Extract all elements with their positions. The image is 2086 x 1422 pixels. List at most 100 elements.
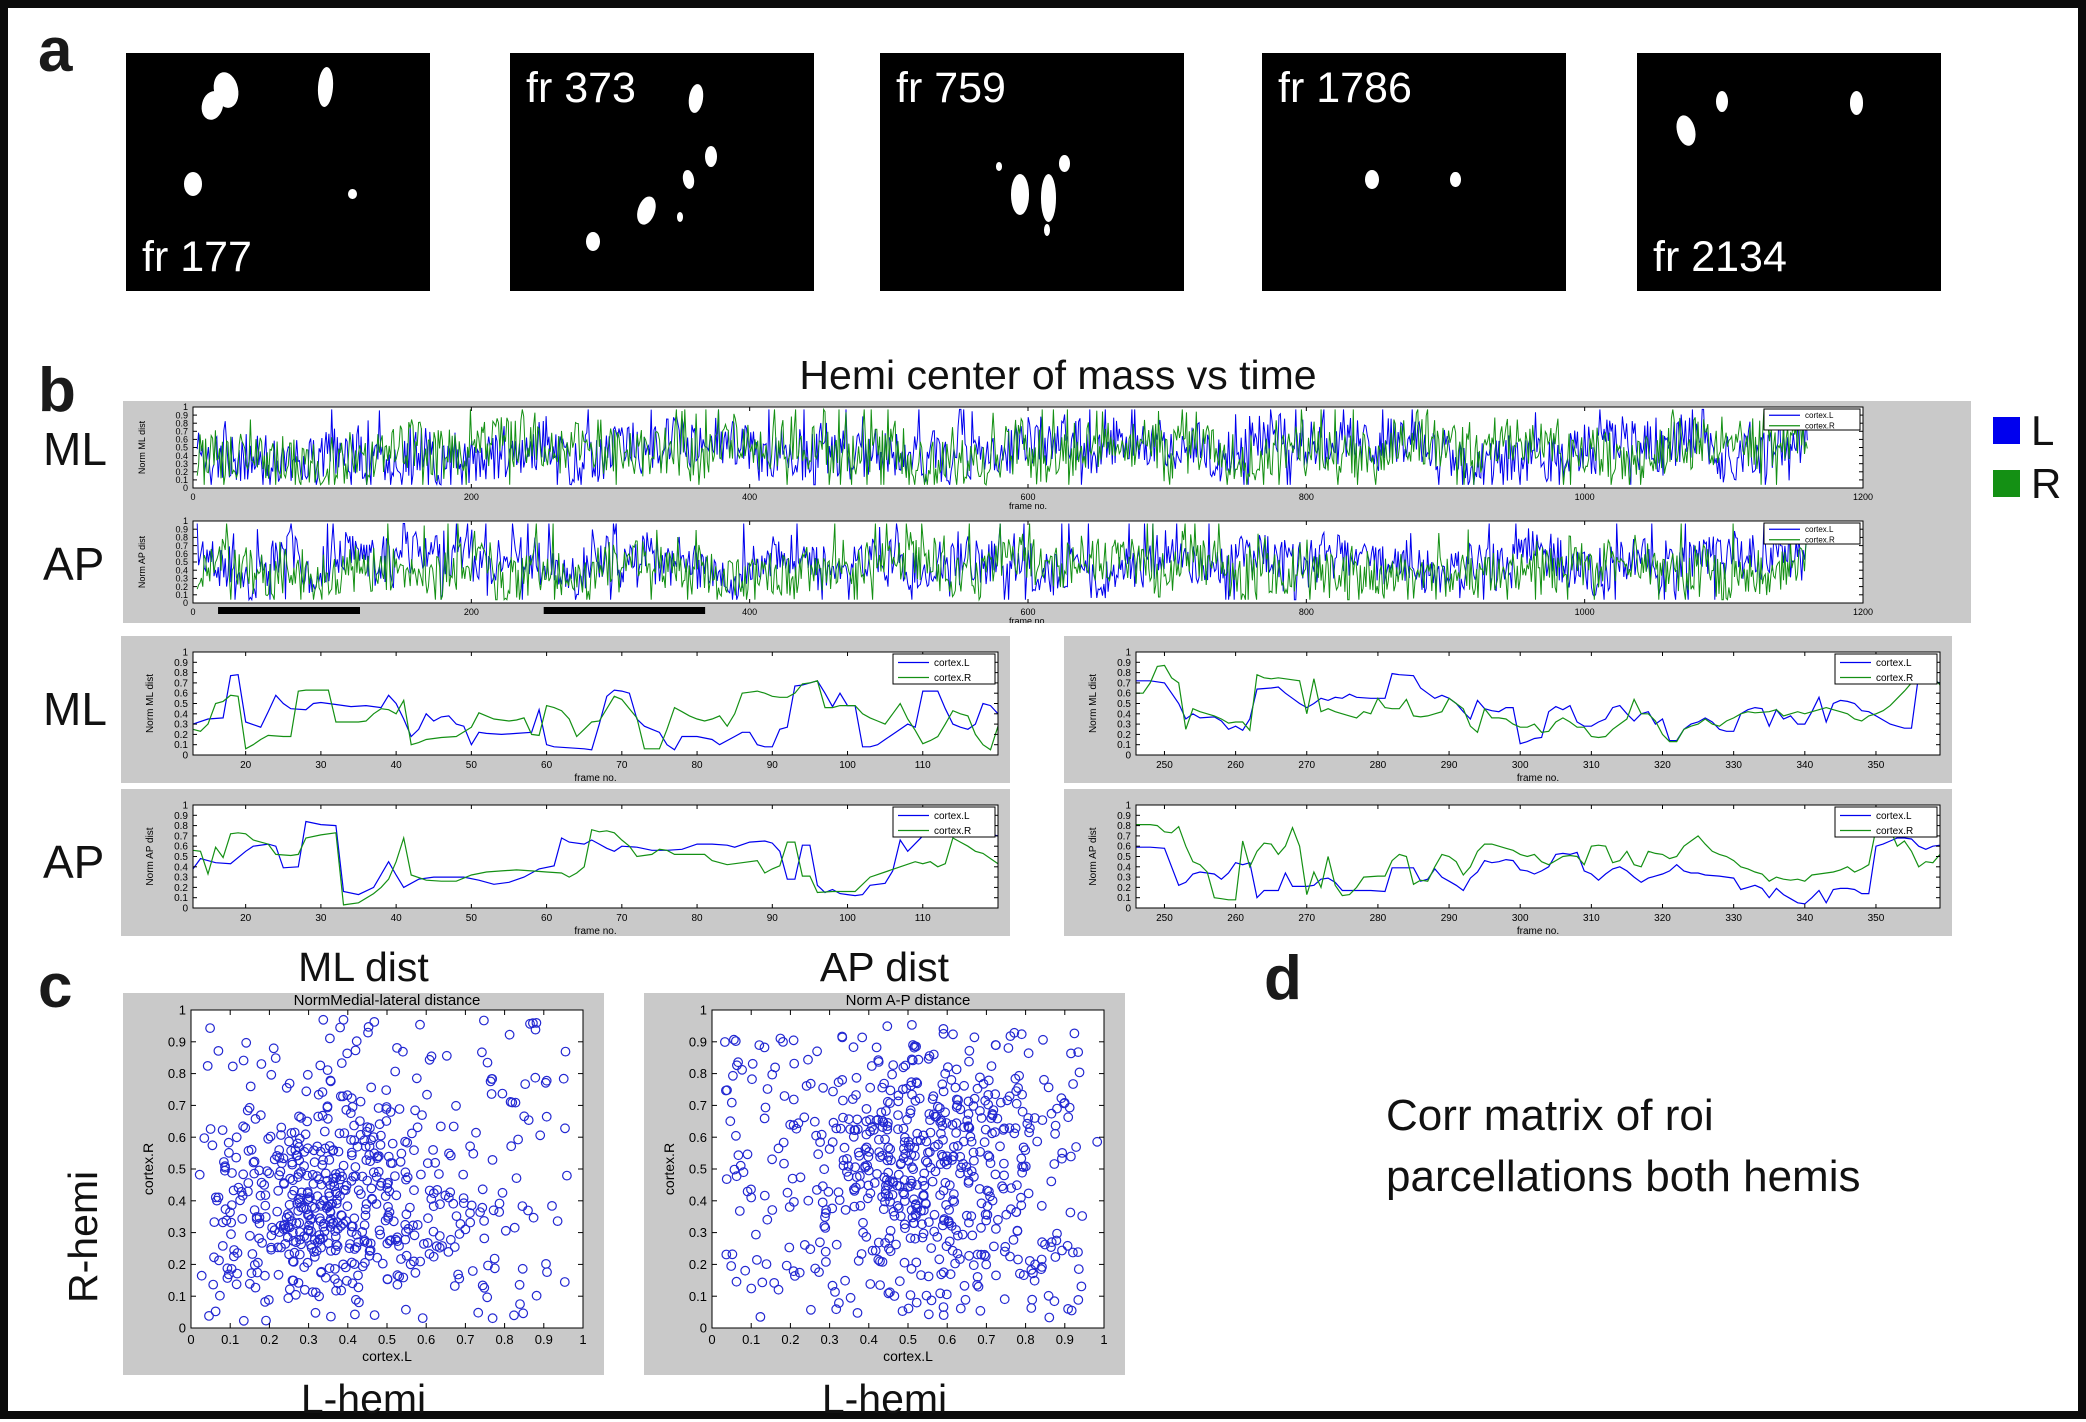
chart-hemi-ap: 0 200 400 600 800 1000 1200 00.10.20.30.40.50.6… [137, 516, 1873, 623]
series-group [1136, 823, 1941, 905]
svg-text:250: 250 [1156, 760, 1173, 771]
svg-text:0.7: 0.7 [456, 1332, 474, 1347]
svg-text:0.3: 0.3 [174, 873, 188, 884]
svg-text:0.3: 0.3 [689, 1225, 707, 1240]
svg-text:0.8: 0.8 [175, 533, 188, 543]
chart-zoom-ap-left-svg: 20 30 40 50 60 70 80 90 100 11000.10.20.30.40.50.… [145, 801, 999, 936]
svg-text:0.8: 0.8 [1117, 668, 1131, 679]
svg-text:0.4: 0.4 [1117, 709, 1131, 720]
svg-text:0.5: 0.5 [899, 1332, 917, 1347]
series-cortex.L [192, 674, 999, 751]
panel-a-label: a [38, 16, 73, 85]
svg-text:0.9: 0.9 [175, 410, 188, 420]
chart-scatter-ap-svg: 0 0.1 0.2 0.3 0.4 0.5 0.6 0.7 0.8 0.9 1 0 0.1 0.2 0.3 0… [661, 993, 1108, 1364]
svg-text:0.8: 0.8 [174, 821, 188, 832]
panel-c-label: c [38, 952, 73, 1021]
series-group [196, 407, 1808, 486]
svg-text:330: 330 [1725, 760, 1742, 771]
frame-number-label: fr 373 [526, 64, 636, 112]
svg-text:270: 270 [1298, 913, 1315, 924]
svg-text:0.2: 0.2 [260, 1332, 278, 1347]
series-group [192, 820, 999, 906]
series-group [1136, 664, 1941, 745]
chart-hemi-com-svg: 0 200 400 600 800 1000 120000.10.20.30.40.50.6… [137, 402, 1873, 623]
series-cortex.L [1136, 837, 1941, 905]
svg-text:30: 30 [315, 913, 327, 924]
svg-text:260: 260 [1227, 760, 1244, 771]
corr-matrix-caption-line2: parcellations both hemis [1386, 1151, 1861, 1201]
axes: 20 30 40 50 60 70 80 90 100 11000.10.20.30.40.50.… [174, 801, 999, 924]
axes: 0 0.1 0.2 0.3 0.4 0.5 0.6 0.7 0.8 0.9 1 0 0.1 0.2 0.3 0… [168, 1003, 587, 1347]
svg-text:0.2: 0.2 [168, 1257, 186, 1272]
svg-text:0.5: 0.5 [1117, 852, 1131, 863]
svg-text:0: 0 [1125, 751, 1131, 762]
svg-text:310: 310 [1583, 760, 1600, 771]
segmented-blob [1010, 174, 1029, 215]
svg-text:200: 200 [464, 492, 479, 502]
xlabel: frame no. [574, 773, 616, 783]
svg-text:0: 0 [183, 483, 188, 493]
ylabel: Norm ML dist [137, 420, 147, 474]
svg-text:0.6: 0.6 [168, 1130, 186, 1145]
chart-inner-title: Norm A-P distance [846, 993, 971, 1009]
svg-text:cortex.R: cortex.R [1876, 673, 1913, 684]
svg-text:0.1: 0.1 [742, 1332, 760, 1347]
svg-text:320: 320 [1654, 913, 1671, 924]
svg-text:40: 40 [391, 760, 403, 771]
svg-text:0.1: 0.1 [1117, 740, 1131, 751]
svg-text:cortex.R: cortex.R [1876, 826, 1913, 837]
zoom-ap-left-panel: 20 30 40 50 60 70 80 90 100 110 0 0.1 0.2 0.3 0.4 0.5 0.… [121, 789, 1010, 936]
svg-text:0: 0 [190, 607, 195, 617]
svg-text:20: 20 [240, 760, 252, 771]
xlabel: frame no. [1009, 616, 1047, 623]
svg-text:260: 260 [1227, 913, 1244, 924]
svg-text:cortex.R: cortex.R [934, 826, 971, 837]
svg-text:0.7: 0.7 [1117, 678, 1131, 689]
svg-text:0.8: 0.8 [496, 1332, 514, 1347]
series-group [196, 523, 1808, 602]
svg-text:0.6: 0.6 [1117, 842, 1131, 853]
plot-legend: cortex.L cortex.R [1763, 408, 1861, 431]
legend-swatch-R [1993, 470, 2020, 497]
svg-text:0: 0 [182, 751, 188, 762]
svg-text:60: 60 [541, 760, 553, 771]
svg-text:340: 340 [1796, 760, 1813, 771]
legend-row-right-hemi: R [1993, 460, 2083, 510]
svg-text:0.8: 0.8 [1017, 1332, 1035, 1347]
legend-swatch-L [1993, 417, 2020, 444]
svg-text:0.7: 0.7 [977, 1332, 995, 1347]
series-cortex.R [196, 523, 1808, 602]
series-cortex.R [192, 828, 999, 906]
svg-text:60: 60 [541, 913, 553, 924]
svg-text:1: 1 [1100, 1332, 1107, 1347]
svg-text:0.4: 0.4 [860, 1332, 878, 1347]
axes: 20 30 40 50 60 70 80 90 100 11000.10.20.30.40.50.… [174, 648, 999, 771]
svg-text:0.8: 0.8 [174, 668, 188, 679]
zoom-region-bar [543, 607, 706, 614]
svg-text:0.1: 0.1 [221, 1332, 239, 1347]
chart-inner-title: NormMedial-lateral distance [294, 993, 481, 1009]
svg-text:400: 400 [742, 492, 757, 502]
chart-zoom-ml-right-svg: 250 260 270 280 290 300 310 320 330 340 350 00.10.2… [1088, 648, 1941, 783]
svg-text:0.9: 0.9 [535, 1332, 553, 1347]
frame-number-label: fr 1786 [1278, 64, 1412, 112]
svg-text:0.1: 0.1 [168, 1289, 186, 1304]
series-cortex.R [1136, 823, 1941, 901]
svg-text:0.8: 0.8 [1117, 821, 1131, 832]
series-roi pairs [719, 1019, 1103, 1323]
segmented-blob [633, 193, 659, 227]
svg-text:0.3: 0.3 [168, 1225, 186, 1240]
svg-text:0: 0 [187, 1332, 194, 1347]
svg-text:20: 20 [240, 913, 252, 924]
svg-text:0.7: 0.7 [1117, 831, 1131, 842]
svg-text:cortex.L: cortex.L [934, 811, 970, 822]
scatter-ap-panel: 0 0.1 0.2 0.3 0.4 0.5 0.6 0.7 0.8 0.9 1 0 0.1 0.2 0.3 0… [644, 993, 1125, 1375]
svg-text:200: 200 [464, 607, 479, 617]
binary-frame-image: fr 177 [126, 53, 430, 291]
chart-zoom-ml-right: 250 260 270 280 290 300 310 320 330 340 350 00.10.2… [1088, 648, 1941, 783]
svg-text:0.5: 0.5 [689, 1162, 707, 1177]
svg-text:0.7: 0.7 [168, 1098, 186, 1113]
svg-text:0: 0 [183, 598, 188, 608]
svg-text:0.2: 0.2 [175, 467, 188, 477]
